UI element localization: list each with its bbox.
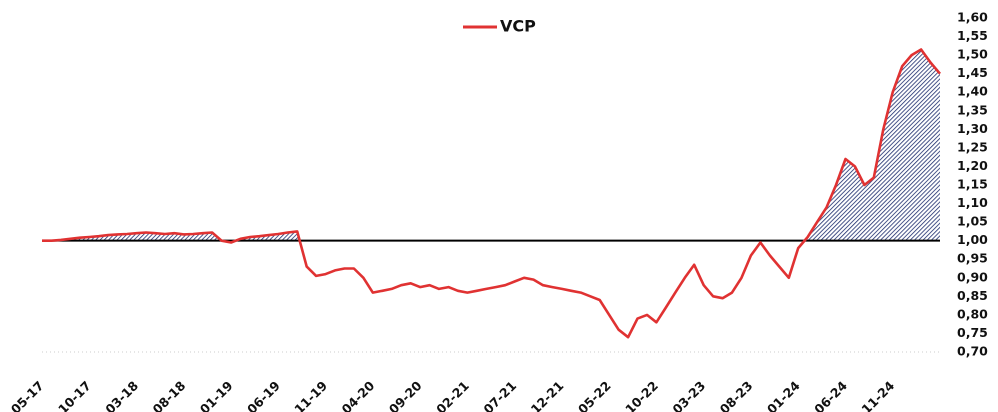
y-tick-label: 1,05 [957,214,988,229]
x-tick-label: 05-17 [8,378,47,412]
y-tick-label: 0,80 [957,306,988,321]
y-tick-label: 1,45 [957,65,988,80]
line [42,48,941,339]
x-tick-label: 03-18 [102,378,141,412]
y-tick-label: 1,20 [957,158,988,173]
x-tick-label: 02-21 [433,378,472,412]
x-tick-label: 08-23 [717,378,756,412]
x-tick-label: 06-19 [244,378,283,412]
x-tick-label: 03-23 [669,378,708,412]
y-tick-label: 0,75 [957,325,988,340]
x-tick-label: 10-17 [55,378,94,412]
x-tick-label: 12-21 [528,378,567,412]
fill-area [51,49,940,241]
y-tick-label: 1,55 [957,28,988,43]
x-tick-label: 04-20 [339,378,378,412]
x-tick-label: 08-18 [150,378,189,412]
x-tick-label: 11-24 [858,378,897,412]
y-tick-label: 0,85 [957,288,988,303]
y-tick-label: 0,70 [957,344,988,359]
y-tick-label: 1,30 [957,121,988,136]
y-tick-label: 1,60 [957,10,988,25]
y-tick-label: 0,95 [957,251,988,266]
x-tick-label: 01-24 [764,378,803,412]
y-tick-label: 1,40 [957,84,988,99]
y-tick-label: 1,00 [957,232,988,247]
x-tick-label: 07-21 [480,378,519,412]
x-tick-label: 11-19 [291,378,330,412]
y-tick-label: 0,90 [957,269,988,284]
x-tick-label: 09-20 [386,378,425,412]
x-tick-label: 10-22 [622,378,661,412]
y-tick-label: 1,25 [957,139,988,154]
x-tick-label: 05-22 [575,378,614,412]
y-tick-label: 1,15 [957,177,988,192]
x-tick-label: 01-19 [197,378,236,412]
y-tick-label: 1,50 [957,47,988,62]
y-tick-label: 1,10 [957,195,988,210]
x-tick-label: 06-24 [811,378,850,412]
legend-label: VCP [500,17,536,36]
y-tick-label: 1,35 [957,102,988,117]
